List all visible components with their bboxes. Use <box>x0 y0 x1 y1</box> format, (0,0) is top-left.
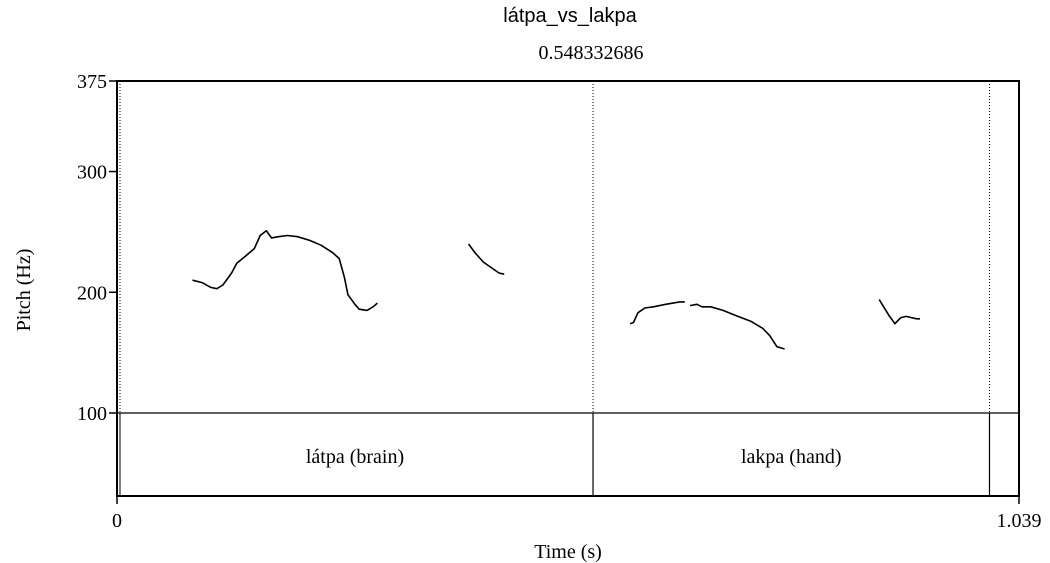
y-axis: 100 200 300 375 <box>77 71 117 425</box>
tier-interval-label: látpa (brain) <box>306 446 404 468</box>
pitch-segment-1 <box>467 243 505 275</box>
pitch-segment-4 <box>878 299 920 325</box>
y-tick-label-100: 100 <box>77 403 107 425</box>
x-axis: 0 1.039 <box>112 496 1042 532</box>
cursor-time-label: 0.548332686 <box>539 42 644 64</box>
tier-interval-label: lakpa (hand) <box>741 446 842 468</box>
y-tick-label-375: 375 <box>77 71 107 93</box>
y-axis-label: Pitch (Hz) <box>13 249 35 332</box>
plot-frame <box>116 80 1020 497</box>
y-tick-label-200: 200 <box>77 282 107 304</box>
boundary-lines <box>119 81 991 496</box>
x-tick-label-1: 1.039 <box>997 510 1042 532</box>
pitch-segment-3 <box>689 303 785 350</box>
pitch-segment-2 <box>629 301 685 325</box>
x-axis-label: Time (s) <box>534 541 602 563</box>
pitch-segment-0 <box>192 229 378 312</box>
y-tick-label-300: 300 <box>77 162 107 184</box>
annotation-tier: látpa (brain) lakpa (hand) <box>117 412 1019 468</box>
chart-title: látpa_vs_lakpa <box>503 5 637 27</box>
pitch-contour <box>192 229 920 350</box>
x-tick-label-0: 0 <box>112 510 122 532</box>
